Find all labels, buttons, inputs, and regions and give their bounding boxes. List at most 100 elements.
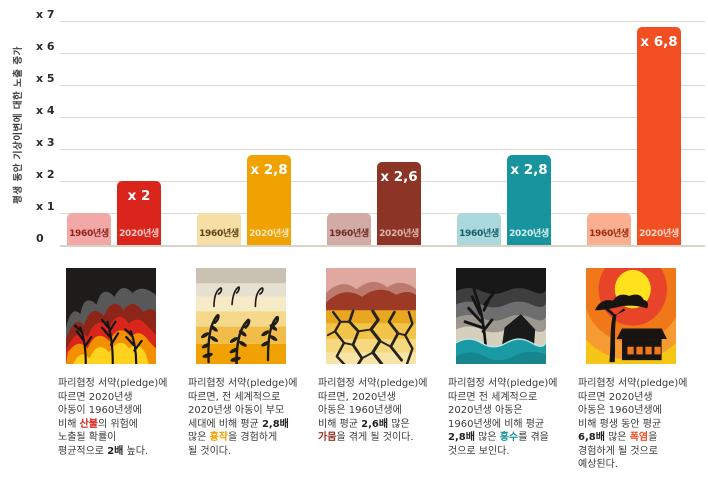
y-tick-label: x 6 bbox=[36, 40, 55, 53]
card-text-segment: 파리협정 서약(pledge)에 bbox=[318, 378, 428, 389]
card-text-segment: 을 경험하게 bbox=[228, 432, 278, 443]
card-text-segment: 1960년생에 비해 평균 bbox=[448, 418, 545, 430]
wildfire-illustration bbox=[66, 268, 156, 364]
card-text-segment: 의 위험에 bbox=[98, 418, 138, 430]
cohort-label-2020: 2020년생 bbox=[249, 229, 289, 239]
gridline bbox=[60, 85, 705, 86]
card-text-segment: 을 bbox=[648, 432, 658, 443]
crop-failure-illustration bbox=[196, 268, 286, 364]
cohort-label-2020: 2020년생 bbox=[639, 229, 679, 239]
bar-group-heatwave: 1960년생 x 6,8 2020년생 bbox=[587, 27, 681, 245]
y-tick-label: x 7 bbox=[36, 8, 55, 21]
card-text-segment: 예상된다. bbox=[578, 459, 618, 470]
card-text-segment: 따르면 2020년생 bbox=[578, 391, 653, 403]
flood-illustration bbox=[456, 268, 546, 364]
card-text-segment: 세대에 비해 평균 bbox=[188, 418, 262, 430]
card-text-segment: 파리협정 서약(pledge)에 bbox=[578, 378, 688, 389]
y-tick-label: x 1 bbox=[36, 200, 55, 213]
bar-1960-heatwave: 1960년생 bbox=[587, 213, 631, 245]
card-text-segment: 파리협정 서약(pledge)에 bbox=[58, 378, 168, 389]
card-text-segment: 비해 평균 bbox=[318, 418, 362, 430]
y-tick-label: 0 bbox=[36, 232, 44, 245]
cohort-label-2020: 2020년생 bbox=[119, 229, 159, 239]
bar-1960-drought: 1960년생 bbox=[327, 213, 371, 245]
cohort-label-1960: 1960년생 bbox=[199, 229, 239, 239]
bar-value-label: x 2,8 bbox=[250, 162, 288, 179]
card-text-segment: 따르면 전 세계적으로 bbox=[448, 391, 538, 403]
bar-group-drought: 1960년생 x 2,6 2020년생 bbox=[327, 161, 421, 245]
bar-value-label: x 2,8 bbox=[510, 162, 548, 179]
card-text-segment: 노출될 확률이 bbox=[58, 432, 117, 443]
cohort-label-1960: 1960년생 bbox=[329, 229, 369, 239]
card-text-segment: 따르면, 전 세계적으로 bbox=[188, 391, 281, 403]
bar-value-label: x 2 bbox=[127, 188, 151, 204]
card-crop-failure: 파리협정 서약(pledge)에 따르면, 전 세계적으로 2020년생 아동이 부… bbox=[188, 268, 310, 472]
cohort-label-1960: 1960년생 bbox=[589, 229, 629, 239]
bar-2020-flood: x 2,8 2020년생 bbox=[507, 155, 551, 245]
card-text-segment: 많은 bbox=[474, 432, 500, 443]
heatwave-illustration bbox=[586, 268, 676, 364]
drought-illustration bbox=[326, 268, 416, 364]
plot-area: 1960년생 x 2 2020년생 1960년생 x 2,8 2020년생 1960년생 x … bbox=[60, 0, 705, 247]
cohort-label-1960: 1960년생 bbox=[69, 229, 109, 239]
cohort-label-1960: 1960년생 bbox=[459, 229, 499, 239]
bar-2020-drought: x 2,6 2020년생 bbox=[377, 161, 421, 245]
y-tick-label: x 4 bbox=[36, 104, 55, 117]
card-text-segment: 를 겪을 bbox=[518, 432, 549, 443]
card-text-segment: 2배 bbox=[107, 445, 124, 457]
card-text-segment: 을 겪게 될 것이다. bbox=[336, 432, 414, 443]
bar-group-flood: 1960년생 x 2,8 2020년생 bbox=[457, 155, 551, 245]
card-text-segment: 많은 bbox=[604, 432, 630, 443]
bar-1960-crop-failure: 1960년생 bbox=[197, 213, 241, 245]
bar-2020-crop-failure: x 2,8 2020년생 bbox=[247, 155, 291, 245]
card-wildfire: 파리협정 서약(pledge)에 따르면 2020년생 아동이 1960년생에 비해 … bbox=[58, 268, 180, 472]
card-text-segment: 비해 bbox=[58, 418, 80, 430]
cohort-label-2020: 2020년생 bbox=[379, 229, 419, 239]
card-text-segment: 파리협정 서약(pledge)에 bbox=[448, 378, 558, 389]
gridline bbox=[60, 149, 705, 150]
y-axis-tick-labels: x 7 x 6 x 5 x 4 x 3 x 2 x 1 0 bbox=[36, 0, 58, 247]
card-text-segment: 비해 평생 동안 평균 bbox=[578, 418, 662, 430]
gridline bbox=[60, 53, 705, 54]
card-text: 파리협정 서약(pledge)에 따르면 2020년생 아동이 1960년생에 비해 … bbox=[58, 377, 180, 458]
bar-2020-wildfire: x 2 2020년생 bbox=[117, 181, 161, 245]
bar-value-label: x 6,8 bbox=[640, 34, 678, 51]
card-text-segment: 6,8배 bbox=[578, 432, 605, 443]
hazard-keyword: 폭염 bbox=[629, 432, 649, 443]
card-text-segment: 2020년생 아동은 bbox=[448, 405, 523, 416]
bar-group-crop-failure: 1960년생 x 2,8 2020년생 bbox=[197, 155, 291, 245]
hazard-keyword: 홍수 bbox=[499, 432, 519, 443]
bar-1960-flood: 1960년생 bbox=[457, 213, 501, 245]
card-text-segment: 따르면, 2020년생 bbox=[318, 391, 396, 403]
hazard-keyword: 가뭄 bbox=[318, 432, 337, 443]
gridline bbox=[60, 117, 705, 118]
card-text-segment: 2,8배 bbox=[448, 432, 475, 443]
hazard-keyword: 산불 bbox=[79, 418, 98, 430]
card-text-segment: 될 것이다. bbox=[188, 445, 232, 457]
card-text-segment: 아동은 1960년생에 bbox=[318, 405, 402, 416]
card-text-segment: 높다. bbox=[123, 445, 149, 457]
card-text-segment: 아동이 1960년생에 bbox=[58, 405, 142, 416]
y-axis-title: 평생 동안 기상이변에 대한 노출 증가 bbox=[13, 46, 24, 204]
cohort-label-2020: 2020년생 bbox=[509, 229, 549, 239]
card-text-segment: 아동은 1960년생에 bbox=[578, 405, 662, 416]
bar-1960-wildfire: 1960년생 bbox=[67, 213, 111, 245]
card-text-segment: 따르면 2020년생 bbox=[58, 391, 133, 403]
card-text: 파리협정 서약(pledge)에 따르면, 전 세계적으로 2020년생 아동이 부… bbox=[188, 377, 310, 458]
y-tick-label: x 2 bbox=[36, 168, 55, 181]
y-tick-label: x 5 bbox=[36, 72, 55, 85]
card-text-segment: 2020년생 아동이 부모 bbox=[188, 405, 285, 416]
y-tick-label: x 3 bbox=[36, 136, 55, 149]
card-text-segment: 많은 bbox=[188, 432, 210, 443]
card-text-segment: 경험하게 될 것으로 bbox=[578, 445, 658, 457]
hazard-keyword: 흉작 bbox=[209, 432, 228, 443]
bar-2020-heatwave: x 6,8 2020년생 bbox=[637, 27, 681, 245]
